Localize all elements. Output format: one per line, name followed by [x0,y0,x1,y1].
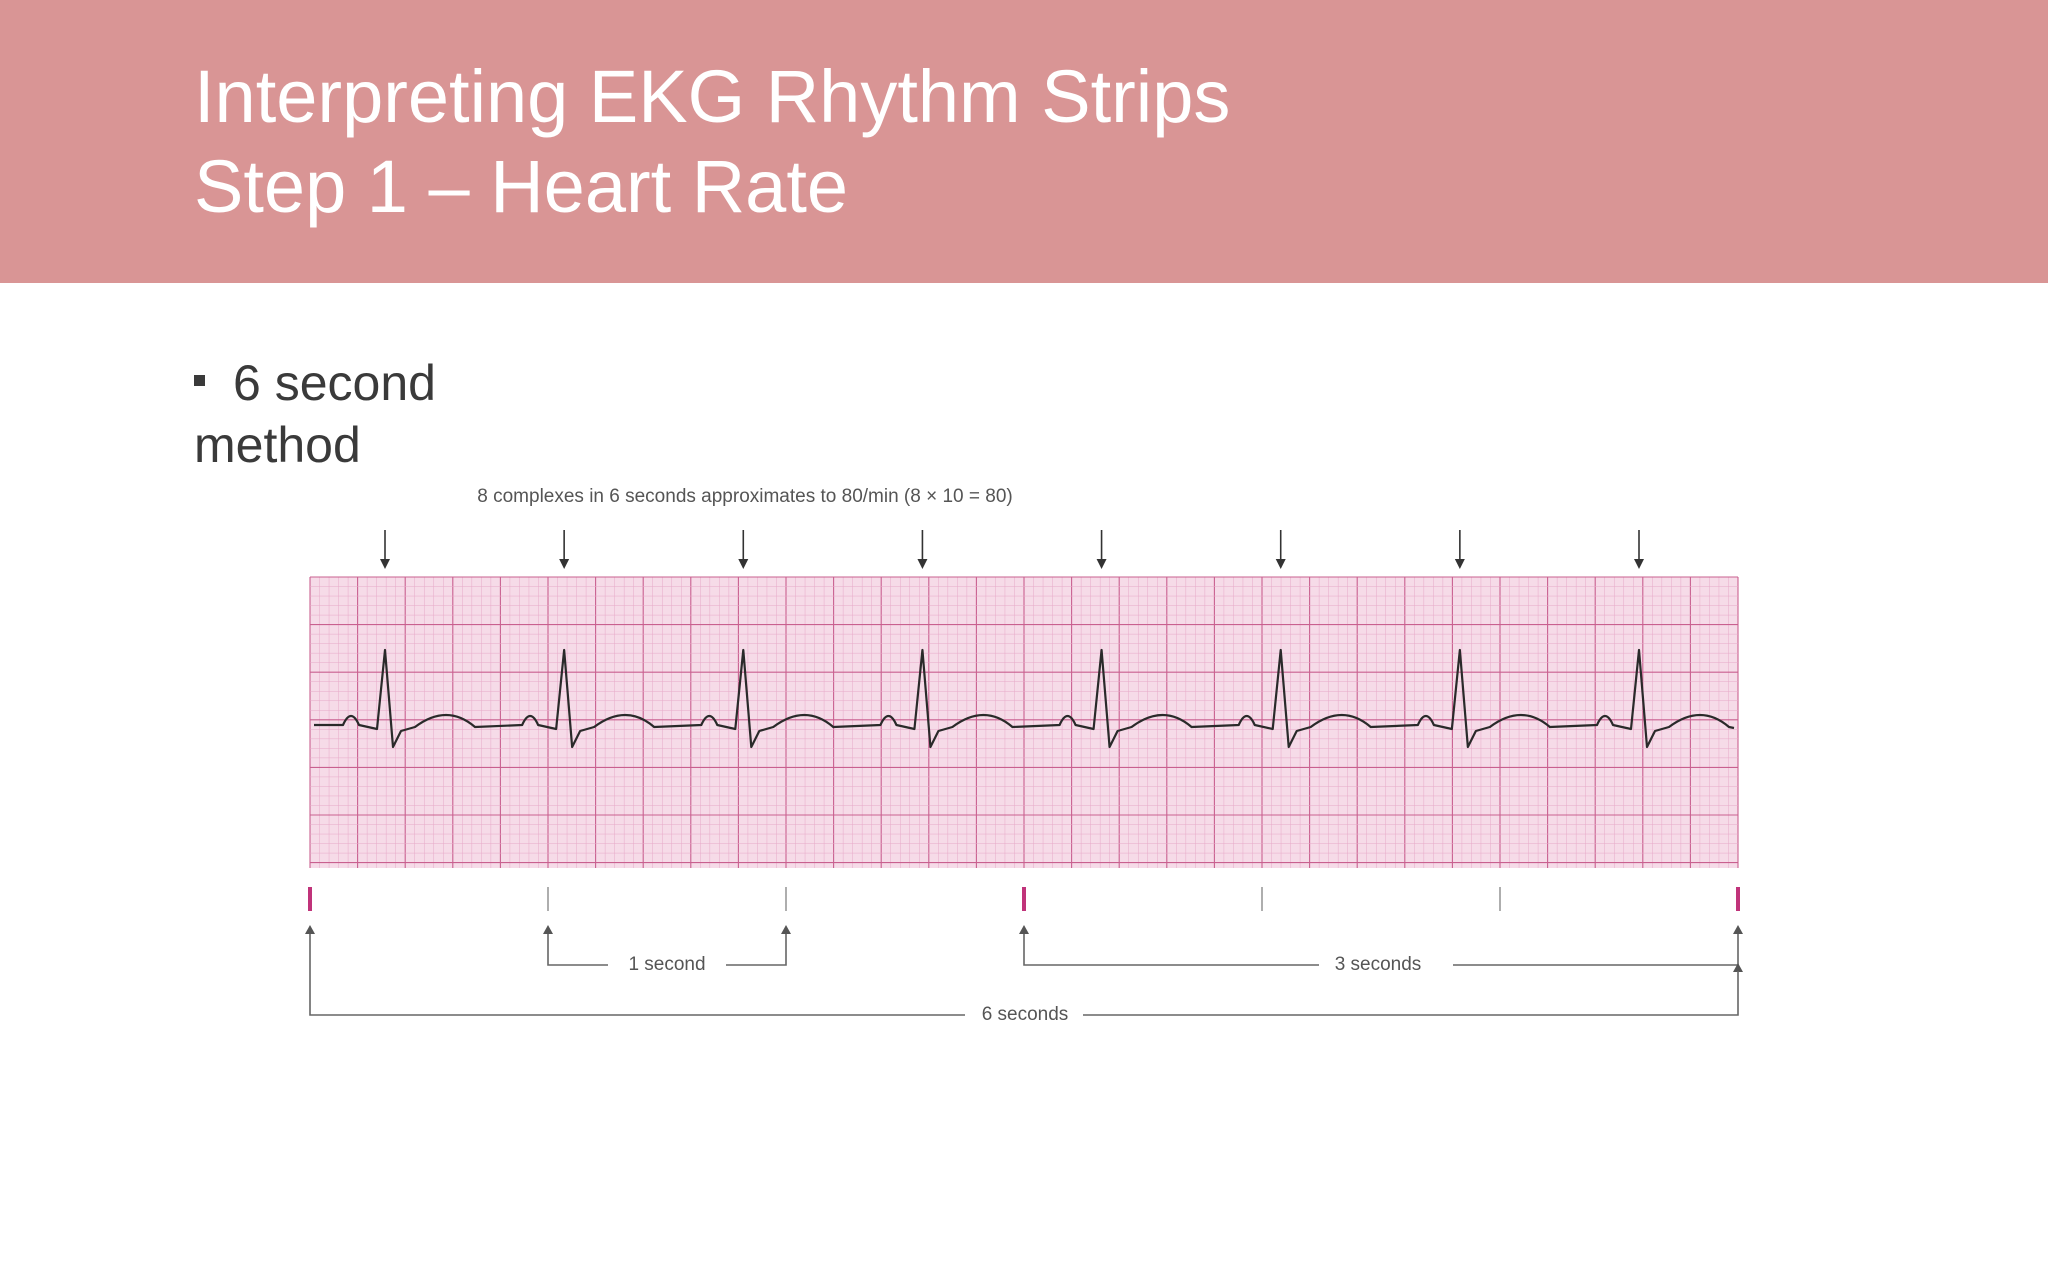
one-second-bracket-right [726,927,787,966]
six-seconds-bracket-left [309,927,965,1016]
ekg-diagram: 8 complexes in 6 seconds approximates to… [305,486,1743,1025]
complex-arrows [380,530,1644,569]
ekg-trace [314,648,1735,749]
six-seconds-label: 6 seconds [982,1004,1069,1025]
figure-caption: 8 complexes in 6 seconds approximates to… [477,486,1012,507]
three-seconds-bracket-right [1453,927,1739,966]
complex-arrow-head [1096,559,1107,569]
second-markers [308,887,1740,911]
three-seconds-bracket-left [1023,927,1319,966]
bracket-arrowhead [305,925,315,934]
one-second-bracket-left [547,927,608,966]
ekg-figure: 8 complexes in 6 seconds approximates to… [290,475,1760,1035]
bullet-text-line1: 6 second [233,355,436,411]
bracket-arrowhead [1733,925,1743,934]
slide-title-line1: Interpreting EKG Rhythm Strips [194,55,1231,138]
complex-arrow-head [380,559,390,569]
slide-title-line2: Step 1 – Heart Rate [194,145,849,228]
six-seconds-bracket-right [1083,971,1739,1016]
three-seconds-label: 3 seconds [1335,954,1422,975]
one-second-label: 1 second [628,954,705,975]
complex-arrow-head [738,559,749,569]
complex-arrow-head [1634,559,1644,569]
time-brackets [305,925,1743,1016]
complex-arrow-head [1275,559,1286,569]
bracket-arrowhead [1019,925,1029,934]
bullet-square-icon [194,375,205,387]
bullet-item: 6 second method [194,352,436,476]
title-band [0,0,2048,283]
bracket-arrowhead [543,925,553,934]
bracket-arrowhead [1733,963,1743,972]
complex-arrow-head [1454,559,1465,569]
bracket-arrowhead [781,925,791,934]
complex-arrow-head [917,559,928,569]
complex-arrow-head [559,559,570,569]
bullet-text-line2: method [194,417,361,473]
